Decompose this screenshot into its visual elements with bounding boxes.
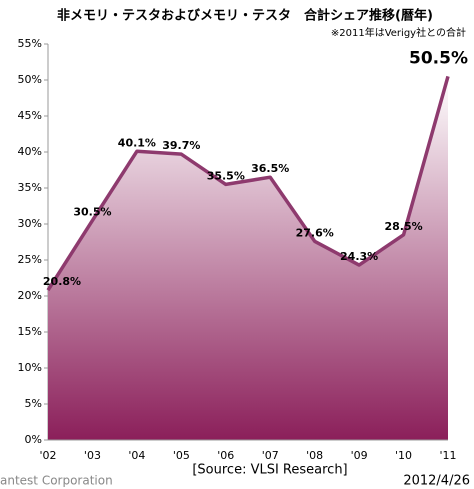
y-tick-label: 5%	[25, 397, 42, 410]
y-tick-label: 55%	[18, 37, 42, 50]
y-tick-label: 45%	[18, 109, 42, 122]
data-label: 20.8%	[43, 275, 81, 288]
x-tick-label: '06	[217, 449, 234, 462]
y-tick-label: 35%	[18, 181, 42, 194]
annotation: ※2011年はVerigy社との合計	[331, 26, 466, 39]
line	[46, 75, 450, 292]
date: 2012/4/26	[403, 474, 470, 489]
data-label: 24.3%	[340, 250, 378, 263]
y-tick-label: 10%	[18, 361, 42, 374]
x-tick-label: '09	[351, 449, 368, 462]
data-label: 40.1%	[118, 136, 156, 149]
data-label: 50.5%	[409, 48, 468, 68]
x-tick-label: '10	[395, 449, 412, 462]
y-tick-label: 15%	[18, 325, 42, 338]
data-label: 39.7%	[162, 139, 200, 152]
y-tick-label: 20%	[18, 289, 42, 302]
source: [Source: VLSI Research]	[192, 463, 347, 478]
area	[48, 76, 448, 441]
data-label: 27.6%	[296, 226, 334, 239]
y-tick-label: 25%	[18, 253, 42, 266]
y-tick-label: 50%	[18, 73, 42, 86]
y-tick-label: 0%	[25, 433, 42, 446]
x-tick-label: '08	[306, 449, 323, 462]
x-tick-label: '07	[262, 449, 279, 462]
data-label: 28.5%	[384, 220, 422, 233]
x-tick-label: '05	[173, 449, 190, 462]
y-tick-label: 40%	[18, 145, 42, 158]
data-label: 30.5%	[73, 205, 111, 218]
y-tick-label: 30%	[18, 217, 42, 230]
x-tick-label: '02	[39, 449, 56, 462]
x-tick-label: '03	[84, 449, 101, 462]
footer: antest Corporation	[0, 474, 113, 488]
chart-title: 非メモリ・テスタおよびメモリ・テスタ 合計シェア推移(暦年)	[57, 8, 433, 24]
data-label: 36.5%	[251, 162, 289, 175]
data-label: 35.5%	[207, 169, 245, 182]
x-tick-label: '04	[128, 449, 145, 462]
x-tick-label: '11	[439, 449, 456, 462]
